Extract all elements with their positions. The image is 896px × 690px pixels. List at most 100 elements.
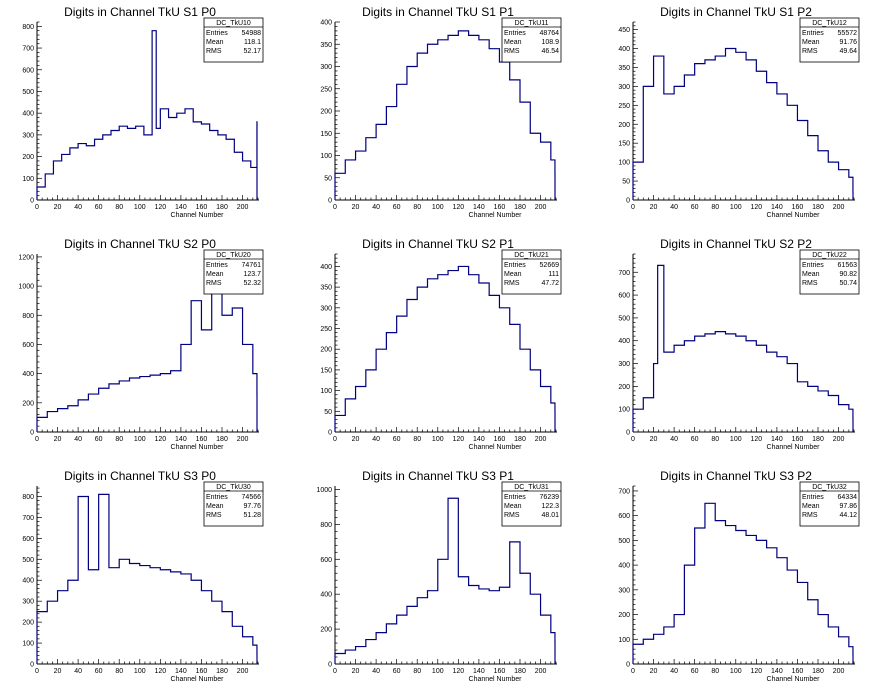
y-tick-label: 300 [22,599,34,606]
stats-entries-label: Entries [802,30,824,37]
x-tick-label: 40 [372,204,380,211]
chart-panel-9: Digits in Channel TkU S3 P2 0 20 40 60 80 100 1… [618,469,860,683]
stats-rms-label: RMS [802,512,818,519]
x-tick-label: 200 [535,204,547,211]
x-axis-label: Channel Number [171,676,225,683]
y-tick-label: 400 [320,20,332,27]
y-tick-label: 200 [618,122,630,129]
x-tick-label: 40 [74,436,82,443]
x-tick-label: 180 [812,436,824,443]
y-tick-label: 0 [30,662,34,669]
x-tick-label: 0 [333,436,337,443]
y-tick-label: 200 [22,400,34,407]
chart-title: Digits in Channel TkU S2 P1 [362,237,514,251]
stats-box: DC_TkU31 Entries 76239 Mean 122.3 RMS 48.01 [501,481,562,527]
chart-panel-3: Digits in Channel TkU S1 P2 0 20 40 60 80 100 1… [618,5,860,219]
y-tick-label: 400 [320,264,332,271]
stats-rms-value: 48.01 [541,512,559,519]
x-tick-label: 120 [154,436,166,443]
y-tick-label: 350 [320,42,332,49]
y-tick-label: 1000 [316,487,332,494]
y-tick-label: 100 [618,160,630,167]
stats-box: DC_TkU32 Entries 64334 Mean 97.86 RMS 44.12 [799,481,860,527]
x-tick-label: 140 [771,668,783,675]
y-tick-label: 1000 [18,284,34,291]
stats-box: DC_TkU11 Entries 48764 Mean 108.9 RMS 46.54 [501,17,562,63]
x-tick-label: 200 [535,436,547,443]
y-tick-label: 350 [320,285,332,292]
histogram-line [632,264,854,432]
stats-rms-value: 46.54 [541,48,559,55]
y-tick-label: 350 [618,65,630,72]
y-tick-label: 400 [22,371,34,378]
x-tick-label: 100 [432,436,444,443]
x-tick-label: 180 [812,668,824,675]
x-tick-label: 100 [730,204,742,211]
x-tick-label: 20 [650,436,658,443]
x-tick-label: 160 [196,436,208,443]
x-tick-label: 120 [452,436,464,443]
stats-box: DC_TkU22 Entries 61563 Mean 90.82 RMS 50.74 [799,249,860,295]
stats-entries-value: 52669 [540,262,560,269]
stats-mean-label: Mean [504,503,522,510]
stats-mean-value: 118.1 [244,39,261,46]
x-tick-label: 180 [514,668,526,675]
y-tick-label: 50 [324,409,332,416]
stats-rms-value: 52.32 [243,280,261,287]
y-tick-label: 1200 [18,254,34,261]
x-tick-label: 20 [650,204,658,211]
y-tick-label: 500 [618,538,630,545]
stats-mean-value: 122.3 [541,503,559,510]
stats-entries-value: 64334 [838,494,858,501]
x-tick-label: 120 [452,668,464,675]
stats-name: DC_TkU10 [216,20,251,27]
histogram-line [36,493,258,664]
x-tick-label: 180 [514,204,526,211]
y-tick-label: 50 [622,179,630,186]
x-tick-label: 200 [237,436,249,443]
y-tick-label: 300 [618,361,630,368]
stats-rms-value: 49.64 [839,48,857,55]
y-tick-label: 0 [626,430,630,437]
x-tick-label: 20 [54,436,62,443]
y-tick-label: 100 [22,641,34,648]
y-tick-label: 100 [618,637,630,644]
stats-rms-value: 47.72 [541,280,559,287]
x-tick-label: 40 [670,668,678,675]
x-tick-label: 120 [750,436,762,443]
x-axis-label: Channel Number [767,444,821,451]
y-tick-label: 700 [22,515,34,522]
stats-entries-label: Entries [802,262,824,269]
x-tick-label: 100 [730,436,742,443]
histogram-line [334,497,556,664]
x-tick-label: 60 [95,436,103,443]
x-tick-label: 40 [74,204,82,211]
y-tick-label: 200 [22,154,34,161]
y-tick-label: 400 [320,592,332,599]
x-tick-label: 120 [452,204,464,211]
stats-entries-value: 55572 [838,30,858,37]
stats-mean-value: 90.82 [839,271,857,278]
stats-mean-value: 97.86 [839,503,857,510]
stats-entries-value: 76239 [540,494,560,501]
y-tick-label: 0 [626,198,630,205]
x-tick-label: 140 [175,204,187,211]
y-tick-label: 150 [320,367,332,374]
stats-mean-label: Mean [802,271,820,278]
stats-box: DC_TkU30 Entries 74566 Mean 97.76 RMS 51.28 [203,481,264,527]
stats-mean-value: 111 [548,271,559,278]
stats-name: DC_TkU20 [216,252,251,259]
x-tick-label: 160 [792,436,804,443]
stats-rms-label: RMS [802,48,818,55]
y-tick-label: 0 [30,198,34,205]
x-tick-label: 40 [670,204,678,211]
stats-mean-value: 108.9 [541,39,559,46]
x-axis-label: Channel Number [469,676,523,683]
stats-name: DC_TkU21 [514,252,549,259]
stats-entries-label: Entries [504,262,526,269]
y-tick-label: 800 [22,24,34,31]
x-tick-label: 0 [631,668,635,675]
chart-title: Digits in Channel TkU S3 P1 [362,469,514,483]
y-tick-label: 800 [320,522,332,529]
